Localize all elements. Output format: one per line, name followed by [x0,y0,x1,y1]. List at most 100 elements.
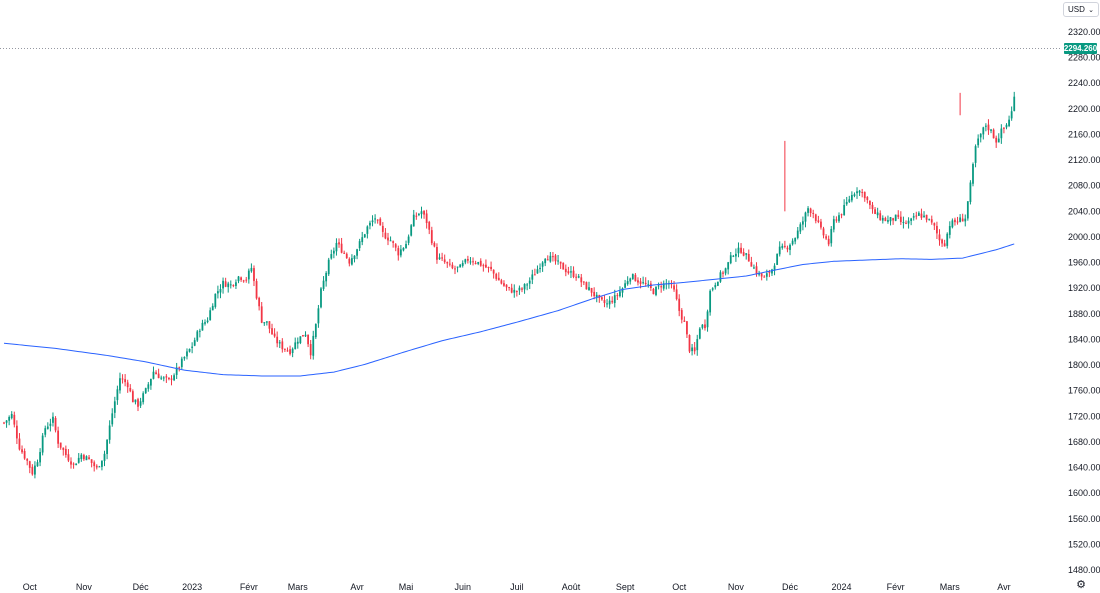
candle-body [969,182,972,202]
candle-body [227,283,230,288]
candle-body [454,268,456,270]
candle-body [49,423,52,426]
candle-body [943,243,946,247]
candle-body [198,330,201,332]
candle-body [338,242,340,245]
candle-body [611,300,614,303]
candle-body [209,310,212,321]
candle-body [196,331,199,341]
candle-body [116,389,119,401]
candle-body [214,293,217,307]
candle-body [1000,128,1003,139]
candle-body [662,283,665,289]
candle-body [920,213,923,218]
candle-body [111,413,114,425]
candle-body [619,291,621,297]
candle-body [691,347,693,352]
candle-body [861,191,864,193]
candle-body [309,344,312,356]
candle-body [982,127,985,135]
candle-body [902,222,905,224]
time-axis[interactable]: Oct Nov Déc 2023 Févr Mars Avr Mai Juin Juil Août S… [23,582,1011,592]
gear-icon[interactable]: ⚙ [1076,578,1086,591]
candle-body [291,348,294,353]
candle-body [750,262,753,267]
candle-body [147,384,150,389]
candle-body [917,212,920,216]
price-tick-label: 1720.000 [1068,411,1100,421]
price-tick-label: 2240.000 [1068,78,1100,88]
candle-body [131,391,134,403]
candle-body [302,335,304,337]
candle-body [526,284,529,286]
candle-body [737,247,740,254]
candle-body [915,215,918,217]
candle-body [335,242,338,252]
candle-body [753,267,755,269]
price-axis[interactable]: 2320.000 2280.000 2240.000 2200.000 2160.000… [1068,27,1100,575]
currency-selector-button[interactable]: USD ⌄ [1063,2,1099,17]
candle-body [59,442,62,448]
candle-body [497,277,500,281]
candle-body [639,281,642,284]
candle-body [479,260,482,266]
price-tick-label: 1480.000 [1068,565,1100,575]
candle-body [696,339,699,351]
candle-body [392,241,395,243]
candle-body [361,237,364,243]
candle-body [613,295,616,304]
candle-body [822,228,825,236]
candle-body [31,466,34,475]
candle-body [845,201,848,205]
candle-body [180,358,183,368]
candle-body [575,276,578,278]
candle-body [647,284,650,286]
candle-body [853,194,856,196]
candle-body [521,288,523,290]
candle-body [273,333,276,337]
candle-body [345,253,348,259]
candle-body [3,422,5,424]
candle-body [729,255,732,264]
candle-body [312,335,315,356]
price-tick-label: 2120.000 [1068,155,1100,165]
candle-body [193,340,196,346]
candle-body [299,336,302,344]
time-tick-label: Août [562,582,581,592]
time-tick-label: Juil [510,582,524,592]
candle-body [513,289,516,293]
candle-body [747,254,750,262]
price-tick-label: 2160.000 [1068,129,1100,139]
candle-body [549,255,552,262]
price-tick-label: 1880.000 [1068,309,1100,319]
candle-body [80,454,83,460]
candle-body [165,376,168,378]
candle-body [75,463,78,466]
candle-body [546,259,549,261]
candle-body [593,291,596,297]
candle-body [294,342,297,350]
candle-body [874,209,876,214]
candle-body [322,280,325,289]
time-tick-label: 2023 [182,582,202,592]
candle-body [660,286,663,288]
candle-body [866,197,869,200]
candle-body [451,264,454,269]
candle-body [557,260,559,262]
candle-body [191,346,194,348]
time-tick-label: Avr [350,582,363,592]
time-tick-label: Déc [782,582,799,592]
candle-body [353,255,356,260]
candle-body [62,447,65,450]
candle-body [448,263,451,265]
candle-body [871,204,874,210]
price-tick-label: 1640.000 [1068,463,1100,473]
candle-body [905,222,907,224]
candle-body [26,458,29,461]
candle-body [446,262,449,264]
candle-body [82,455,85,460]
candle-body [415,215,418,217]
candle-body [271,328,273,335]
candle-body [242,280,245,282]
